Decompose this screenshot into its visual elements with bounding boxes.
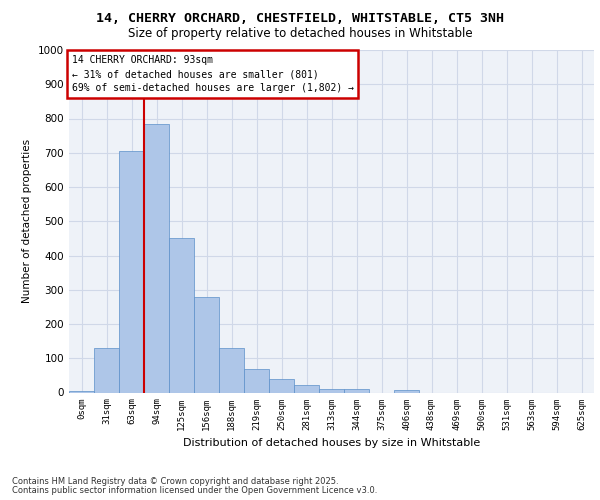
Bar <box>269 379 294 392</box>
Bar <box>394 390 419 392</box>
Bar <box>219 348 244 393</box>
Bar <box>319 389 344 392</box>
Text: Size of property relative to detached houses in Whitstable: Size of property relative to detached ho… <box>128 28 472 40</box>
Y-axis label: Number of detached properties: Number of detached properties <box>22 139 32 304</box>
Text: 14, CHERRY ORCHARD, CHESTFIELD, WHITSTABLE, CT5 3NH: 14, CHERRY ORCHARD, CHESTFIELD, WHITSTAB… <box>96 12 504 26</box>
Bar <box>244 368 269 392</box>
Bar <box>294 385 319 392</box>
Text: Contains HM Land Registry data © Crown copyright and database right 2025.: Contains HM Land Registry data © Crown c… <box>12 477 338 486</box>
Bar <box>194 296 219 392</box>
Bar <box>94 348 119 393</box>
Bar <box>119 151 144 392</box>
Bar <box>69 391 94 392</box>
Bar <box>344 390 369 392</box>
X-axis label: Distribution of detached houses by size in Whitstable: Distribution of detached houses by size … <box>183 438 480 448</box>
Bar <box>144 124 169 392</box>
Bar <box>169 238 194 392</box>
Text: Contains public sector information licensed under the Open Government Licence v3: Contains public sector information licen… <box>12 486 377 495</box>
Text: 14 CHERRY ORCHARD: 93sqm
← 31% of detached houses are smaller (801)
69% of semi-: 14 CHERRY ORCHARD: 93sqm ← 31% of detach… <box>71 55 353 93</box>
